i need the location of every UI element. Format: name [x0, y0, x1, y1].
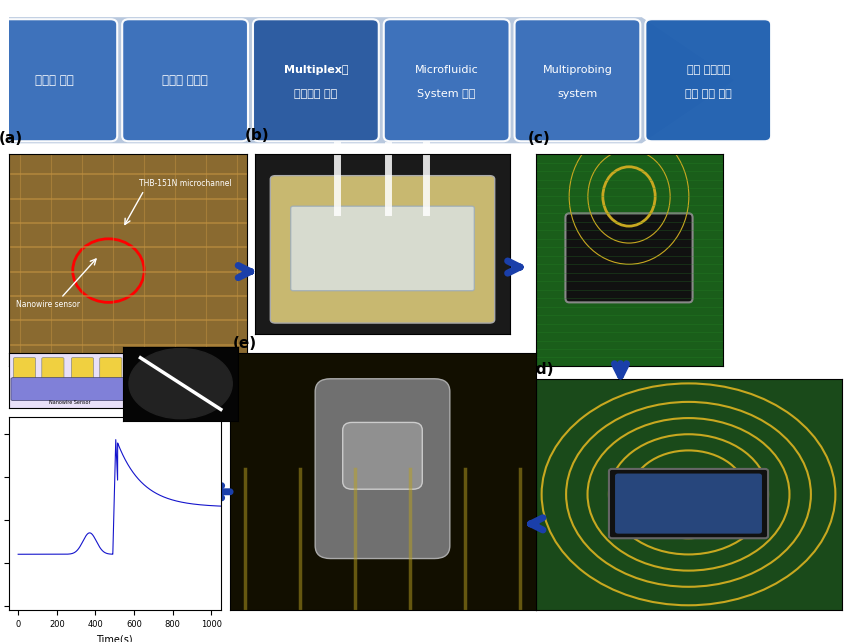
FancyBboxPatch shape: [565, 213, 693, 302]
FancyBboxPatch shape: [0, 19, 117, 141]
Text: Multiplex형: Multiplex형: [284, 65, 348, 75]
Text: System 구성: System 구성: [417, 89, 476, 99]
FancyBboxPatch shape: [315, 379, 450, 559]
Text: system: system: [558, 89, 598, 99]
FancyBboxPatch shape: [270, 176, 495, 323]
FancyArrow shape: [8, 18, 734, 143]
Text: 나노선 합성: 나노선 합성: [35, 74, 74, 87]
FancyBboxPatch shape: [383, 19, 509, 141]
Text: (a): (a): [0, 132, 23, 146]
FancyBboxPatch shape: [99, 358, 122, 380]
Text: Nanowire sensor: Nanowire sensor: [15, 300, 80, 309]
FancyBboxPatch shape: [122, 19, 248, 141]
FancyBboxPatch shape: [253, 19, 379, 141]
Text: 단일 랜온어칩: 단일 랜온어칩: [687, 65, 730, 75]
Text: (b): (b): [245, 128, 269, 143]
Text: 다중 마콰 검출: 다중 마콰 검출: [685, 89, 732, 99]
Text: Nanowire Sensor: Nanowire Sensor: [49, 401, 91, 405]
FancyBboxPatch shape: [71, 358, 94, 380]
FancyBboxPatch shape: [645, 19, 771, 141]
Text: (d): (d): [530, 362, 554, 377]
FancyBboxPatch shape: [14, 358, 36, 380]
FancyBboxPatch shape: [615, 474, 762, 534]
FancyBboxPatch shape: [11, 377, 129, 401]
Text: Microfluidic: Microfluidic: [415, 65, 479, 75]
Text: THB-151N microchannel: THB-151N microchannel: [139, 179, 232, 188]
Text: (e): (e): [233, 336, 257, 351]
FancyBboxPatch shape: [291, 206, 474, 291]
FancyBboxPatch shape: [42, 358, 64, 380]
Text: 바이오칩 제작: 바이오칩 제작: [294, 89, 337, 99]
X-axis label: Time(s): Time(s): [96, 634, 133, 642]
FancyBboxPatch shape: [514, 19, 640, 141]
Ellipse shape: [129, 349, 232, 419]
Text: (c): (c): [528, 132, 551, 146]
Text: 나노선 기능화: 나노선 기능화: [162, 74, 208, 87]
Text: Multiprobing: Multiprobing: [542, 65, 612, 75]
FancyBboxPatch shape: [343, 422, 422, 489]
FancyBboxPatch shape: [609, 469, 768, 538]
